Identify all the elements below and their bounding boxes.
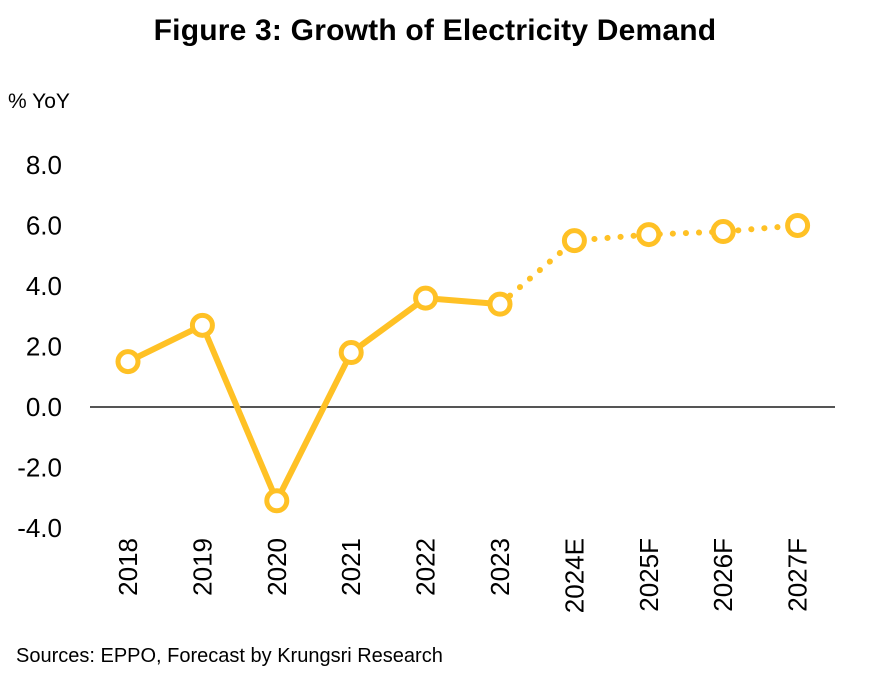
x-tick-label: 2024E [559, 538, 589, 613]
x-tick-label: 2026F [708, 538, 738, 612]
series-lines [125, 222, 801, 504]
data-point [413, 285, 439, 311]
x-tick-label: 2019 [187, 538, 217, 596]
y-axis-label: % YoY [8, 90, 70, 113]
y-tick-label: 6.0 [26, 211, 62, 241]
data-point [561, 228, 587, 254]
data-point [636, 222, 662, 248]
y-tick-label: 4.0 [26, 271, 62, 301]
series-line-actual [125, 295, 503, 504]
y-axis-ticks: 8.0 6.0 4.0 2.0 0.0 -2.0 -4.0 [17, 150, 62, 543]
x-axis-ticks: 2018 2019 2020 2021 2022 2023 2024E 2025F 2026F 2… [113, 538, 813, 613]
x-tick-label: 2021 [336, 538, 366, 596]
x-tick-label: 2020 [262, 538, 292, 596]
chart-title: Figure 3: Growth of Electricity Demand [153, 14, 717, 47]
y-tick-label: 0.0 [26, 392, 62, 422]
x-tick-label: 2022 [411, 538, 441, 596]
data-point [264, 488, 290, 514]
data-point [189, 312, 215, 338]
series-markers [115, 213, 811, 514]
x-tick-label: 2027F [783, 538, 813, 612]
data-point [338, 340, 364, 366]
source-note: Sources: EPPO, Forecast by Krungsri Rese… [16, 645, 443, 667]
y-tick-label: -2.0 [17, 453, 62, 483]
y-tick-label: -4.0 [17, 513, 62, 543]
y-tick-label: 8.0 [26, 150, 62, 180]
data-point [710, 219, 736, 245]
x-tick-label: 2018 [113, 538, 143, 596]
x-tick-label: 2023 [485, 538, 515, 596]
data-point [785, 213, 811, 238]
data-point [115, 349, 141, 375]
y-tick-label: 2.0 [26, 332, 62, 362]
data-point [487, 291, 513, 317]
x-tick-label: 2025F [634, 538, 664, 612]
